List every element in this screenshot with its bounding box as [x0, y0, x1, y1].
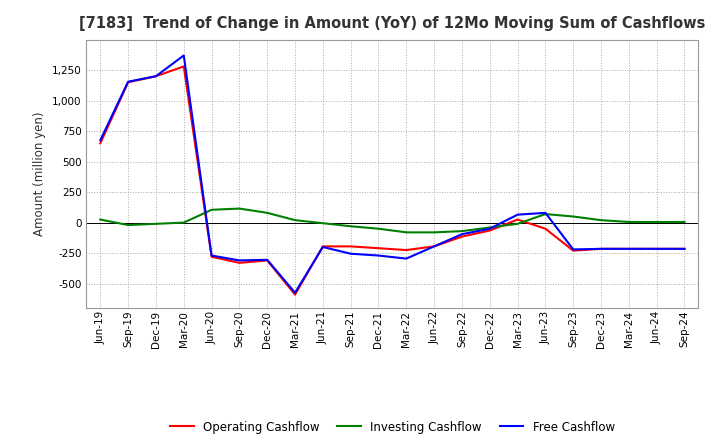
Free Cashflow	[680, 246, 689, 252]
Operating Cashflow	[541, 226, 550, 231]
Line: Operating Cashflow: Operating Cashflow	[100, 66, 685, 295]
Legend: Operating Cashflow, Investing Cashflow, Free Cashflow: Operating Cashflow, Investing Cashflow, …	[166, 416, 619, 438]
Line: Investing Cashflow: Investing Cashflow	[100, 209, 685, 232]
Operating Cashflow	[597, 246, 606, 252]
Operating Cashflow	[430, 244, 438, 249]
Free Cashflow	[152, 73, 161, 79]
Operating Cashflow	[374, 246, 383, 251]
Investing Cashflow	[652, 220, 661, 225]
Investing Cashflow	[124, 222, 132, 227]
Free Cashflow	[318, 244, 327, 249]
Operating Cashflow	[291, 292, 300, 297]
Free Cashflow	[541, 210, 550, 216]
Free Cashflow	[624, 246, 633, 252]
Operating Cashflow	[124, 80, 132, 85]
Operating Cashflow	[569, 248, 577, 253]
Free Cashflow	[291, 290, 300, 295]
Operating Cashflow	[152, 73, 161, 79]
Operating Cashflow	[179, 64, 188, 69]
Free Cashflow	[235, 258, 243, 263]
Investing Cashflow	[207, 207, 216, 213]
Investing Cashflow	[402, 230, 410, 235]
Title: [7183]  Trend of Change in Amount (YoY) of 12Mo Moving Sum of Cashflows: [7183] Trend of Change in Amount (YoY) o…	[79, 16, 706, 32]
Investing Cashflow	[152, 221, 161, 227]
Operating Cashflow	[263, 258, 271, 263]
Operating Cashflow	[624, 246, 633, 252]
Free Cashflow	[124, 79, 132, 84]
Investing Cashflow	[569, 214, 577, 219]
Operating Cashflow	[485, 228, 494, 233]
Operating Cashflow	[318, 244, 327, 249]
Investing Cashflow	[458, 228, 467, 234]
Y-axis label: Amount (million yen): Amount (million yen)	[33, 112, 46, 236]
Investing Cashflow	[624, 220, 633, 225]
Investing Cashflow	[513, 221, 522, 227]
Free Cashflow	[402, 256, 410, 261]
Operating Cashflow	[458, 234, 467, 239]
Investing Cashflow	[318, 220, 327, 226]
Free Cashflow	[96, 138, 104, 143]
Free Cashflow	[263, 257, 271, 262]
Free Cashflow	[569, 247, 577, 252]
Free Cashflow	[485, 226, 494, 231]
Investing Cashflow	[680, 220, 689, 225]
Operating Cashflow	[96, 141, 104, 146]
Free Cashflow	[458, 231, 467, 237]
Free Cashflow	[597, 246, 606, 252]
Line: Free Cashflow: Free Cashflow	[100, 55, 685, 293]
Operating Cashflow	[402, 247, 410, 253]
Investing Cashflow	[374, 226, 383, 231]
Operating Cashflow	[346, 244, 355, 249]
Free Cashflow	[430, 244, 438, 249]
Free Cashflow	[652, 246, 661, 252]
Investing Cashflow	[291, 217, 300, 223]
Investing Cashflow	[430, 230, 438, 235]
Free Cashflow	[513, 212, 522, 217]
Investing Cashflow	[541, 211, 550, 216]
Operating Cashflow	[652, 246, 661, 252]
Free Cashflow	[207, 253, 216, 258]
Operating Cashflow	[680, 246, 689, 252]
Investing Cashflow	[597, 217, 606, 223]
Investing Cashflow	[235, 206, 243, 211]
Operating Cashflow	[513, 217, 522, 222]
Free Cashflow	[374, 253, 383, 258]
Free Cashflow	[179, 53, 188, 58]
Operating Cashflow	[235, 260, 243, 265]
Investing Cashflow	[179, 220, 188, 225]
Investing Cashflow	[263, 210, 271, 216]
Investing Cashflow	[485, 225, 494, 230]
Operating Cashflow	[207, 254, 216, 260]
Free Cashflow	[346, 251, 355, 257]
Investing Cashflow	[346, 224, 355, 229]
Investing Cashflow	[96, 217, 104, 222]
